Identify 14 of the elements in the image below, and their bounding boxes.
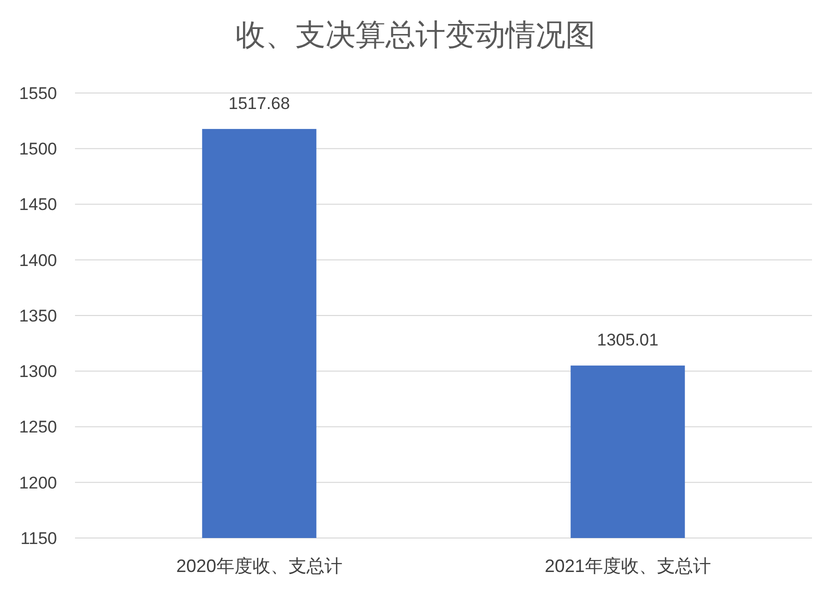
y-tick-label: 1350 [19,306,57,326]
x-tick-label: 2021年度收、支总计 [544,556,711,576]
y-tick-label: 1400 [19,250,57,270]
data-label: 1517.68 [228,94,290,113]
data-label: 1305.01 [597,330,658,350]
y-tick-label: 1300 [19,362,57,382]
y-tick-label: 1500 [19,140,57,159]
y-tick-label: 1250 [19,418,57,437]
y-tick-label: 1150 [20,528,57,548]
y-tick-label: 1550 [19,84,57,103]
y-tick-label: 1450 [19,195,57,214]
chart-title: 收、支决算总计变动情况图 [236,19,596,52]
y-tick-label: 1200 [19,473,57,492]
x-tick-label: 2020年度收、支总计 [176,556,342,576]
